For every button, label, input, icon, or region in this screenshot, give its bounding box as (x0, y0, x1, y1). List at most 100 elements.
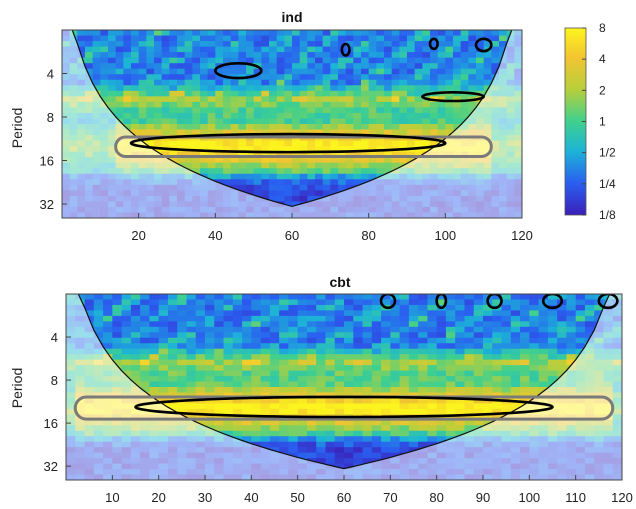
heatmap-cell (121, 332, 132, 339)
heatmap-cell (464, 348, 475, 355)
heatmap-cell (230, 46, 239, 53)
heatmap-cell (288, 381, 299, 388)
heatmap-cell (445, 365, 456, 372)
heatmap-cell (455, 321, 466, 328)
heatmap-cell (557, 326, 567, 333)
heatmap-cell (353, 348, 364, 355)
heatmap-cell (427, 397, 438, 405)
heatmap-cell (288, 430, 299, 437)
heatmap-cell (192, 79, 201, 86)
heatmap-cell (253, 140, 262, 147)
heatmap-cell (483, 387, 493, 394)
heatmap-cell (223, 354, 234, 361)
heatmap-cell (501, 310, 512, 317)
heatmap-cell (455, 332, 466, 339)
heatmap-cell (214, 332, 225, 339)
heatmap-cell (483, 326, 493, 333)
heatmap-cell (214, 326, 225, 333)
heatmap-cell (149, 348, 160, 355)
heatmap-cell (334, 381, 345, 388)
heatmap-cell (140, 294, 150, 301)
heatmap-cell (154, 140, 163, 147)
heatmap-cell (200, 96, 209, 103)
heatmap-cell (123, 74, 132, 81)
heatmap-cell (238, 129, 247, 136)
heatmap-cell (334, 419, 345, 426)
heatmap-cell (184, 46, 193, 53)
heatmap-cell (492, 321, 503, 328)
heatmap-cell (284, 74, 293, 81)
heatmap-cell (501, 365, 512, 372)
heatmap-cell (557, 321, 567, 328)
heatmap-cell (390, 447, 401, 454)
heatmap-cell (269, 74, 278, 81)
heatmap-cell (223, 162, 232, 169)
heatmap-cell (353, 162, 362, 169)
heatmap-cell (418, 387, 428, 394)
heatmap-cell (422, 140, 431, 147)
heatmap-cell (167, 343, 178, 350)
heatmap-cell (325, 376, 336, 383)
heatmap-cell (138, 41, 147, 48)
heatmap-cell (491, 41, 500, 48)
heatmap-cell (376, 85, 385, 92)
heatmap-cell (464, 332, 475, 339)
heatmap-cell (315, 46, 324, 53)
heatmap-cell (453, 118, 462, 125)
heatmap-cell (510, 315, 521, 322)
heatmap-cell (376, 129, 385, 136)
heatmap-cell (368, 129, 377, 136)
heatmap-cell (253, 162, 262, 169)
heatmap-cell (345, 85, 354, 92)
heatmap-cell (468, 107, 477, 114)
heatmap-cell (445, 376, 456, 383)
heatmap-cell (299, 101, 308, 109)
heatmap-cell (251, 430, 262, 437)
heatmap-cell (184, 107, 193, 114)
heatmap-cell (177, 326, 188, 333)
heatmap-cell (307, 146, 316, 153)
heatmap-cell (399, 359, 410, 366)
heatmap-cell (161, 90, 170, 97)
heatmap-cell (140, 310, 150, 317)
x-tick-label: 40 (244, 490, 258, 505)
heatmap-cell (167, 332, 178, 339)
heatmap-cell (344, 348, 354, 355)
heatmap-cell (547, 348, 558, 355)
x-tick-label: 90 (476, 490, 490, 505)
heatmap-cell (279, 425, 289, 432)
heatmap-cell (138, 52, 147, 59)
heatmap-cell (399, 425, 410, 432)
heatmap-cell (167, 376, 178, 383)
heatmap-cell (453, 90, 462, 97)
heatmap-cell (184, 79, 193, 86)
heatmap-cell (501, 370, 512, 377)
heatmap-cell (381, 419, 391, 426)
x-tick-label: 70 (383, 490, 397, 505)
heatmap-cell (251, 397, 262, 405)
heatmap-cell (169, 90, 178, 97)
heatmap-cell (230, 173, 239, 180)
heatmap-cell (362, 332, 373, 339)
heatmap-cell (292, 124, 301, 131)
heatmap-cell (407, 151, 416, 158)
heatmap-cell (399, 299, 410, 306)
heatmap-cell (223, 348, 234, 355)
heatmap-cell (260, 419, 271, 426)
heatmap-cell (575, 299, 586, 306)
heatmap-cell (195, 365, 206, 372)
heatmap-cell (408, 299, 419, 306)
heatmap-cell (362, 430, 373, 437)
heatmap-cell (146, 118, 155, 125)
heatmap-cell (93, 326, 104, 333)
heatmap-cell (473, 321, 484, 328)
heatmap-cell (299, 96, 308, 103)
heatmap-cell (158, 354, 169, 361)
heatmap-cell (361, 173, 370, 180)
heatmap-cell (436, 315, 447, 322)
heatmap-cell (279, 403, 289, 410)
heatmap-cell (112, 348, 123, 355)
heatmap-cell (214, 408, 225, 415)
heatmap-cell (316, 403, 327, 410)
heatmap-cell (292, 118, 301, 125)
